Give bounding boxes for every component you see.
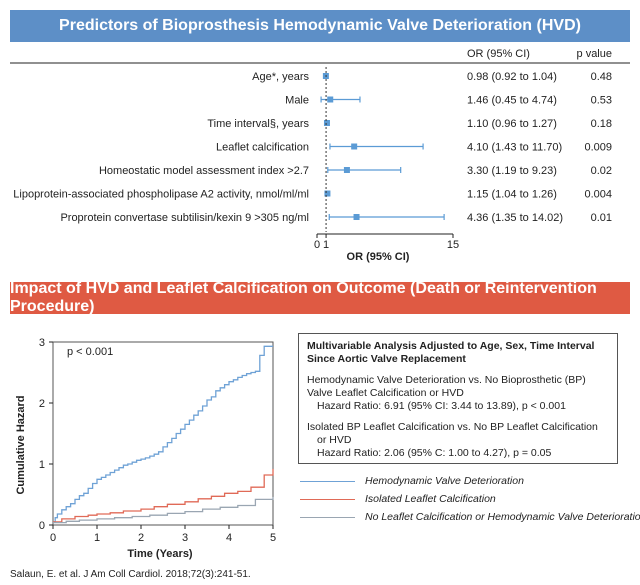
forest-col-p-header: p value: [577, 48, 612, 60]
forest-or-value: 0.98 (0.92 to 1.04): [467, 71, 557, 83]
forest-p-value: 0.02: [591, 165, 612, 177]
legend-item-none: No Leaflet Calcification or Hemodynamic …: [300, 510, 640, 524]
km-series-line-2: [53, 496, 274, 524]
multivariable-analysis-box: Multivariable Analysis Adjusted to Age, …: [298, 333, 618, 464]
km-x-tick-label: 2: [138, 532, 144, 544]
legend-label-hvd: Hemodynamic Valve Deterioration: [365, 475, 524, 487]
km-y-axis-label: Cumulative Hazard: [15, 395, 27, 494]
forest-x-axis-label: OR (95% CI): [347, 251, 410, 263]
km-plot-frame: [52, 341, 274, 526]
legend-swatch-none: [300, 516, 355, 518]
forest-row-label: Lipoprotein-associated phospholipase A2 …: [13, 189, 309, 201]
forest-or-value: 4.36 (1.35 to 14.02): [467, 212, 563, 224]
forest-p-value: 0.004: [584, 189, 612, 201]
analysis-hvd-line1: Hemodynamic Valve Deterioration vs. No B…: [307, 374, 586, 386]
legend-swatch-hvd: [300, 480, 355, 482]
forest-p-value: 0.48: [591, 71, 612, 83]
forest-p-value: 0.53: [591, 95, 612, 107]
km-x-tick-label: 3: [182, 532, 188, 544]
forest-title-banner: Predictors of Bioprosthesis Hemodynamic …: [10, 10, 630, 42]
legend-item-leaflet: Isolated Leaflet Calcification: [300, 492, 496, 506]
km-x-tick-label: 4: [226, 532, 232, 544]
analysis-hvd-hazard-ratio: Hazard Ratio: 6.91 (95% CI: 3.44 to 13.8…: [317, 400, 566, 412]
analysis-title-line1: Multivariable Analysis Adjusted to Age, …: [307, 340, 595, 352]
forest-or-marker: [323, 120, 330, 126]
forest-col-or-header: OR (95% CI): [467, 48, 530, 60]
km-x-axis-label: Time (Years): [127, 548, 193, 560]
forest-or-value: 1.46 (0.45 to 4.74): [467, 95, 557, 107]
km-y-tick-label: 3: [39, 337, 45, 349]
km-series-line-1: [53, 468, 274, 523]
forest-x-tick-label: 0: [314, 239, 320, 251]
km-x-tick-label: 0: [50, 532, 56, 544]
legend-label-none: No Leaflet Calcification or Hemodynamic …: [365, 511, 640, 523]
km-y-tick-label: 0: [39, 520, 45, 532]
forest-row-label: Age*, years: [252, 71, 309, 83]
km-series-line-0: [53, 345, 273, 523]
forest-or-value: 3.30 (1.19 to 9.23): [467, 165, 557, 177]
legend-label-leaflet: Isolated Leaflet Calcification: [365, 493, 496, 505]
forest-title: Predictors of Bioprosthesis Hemodynamic …: [59, 17, 581, 34]
forest-plot: OR (95% CI) p value Age*, years 0.98 (0.9…: [10, 48, 630, 263]
forest-row-label: Proprotein convertase subtilisin/kexin 9…: [60, 212, 309, 224]
outcome-title: Impact of HVD and Leaflet Calcification …: [10, 280, 597, 315]
forest-or-marker: [327, 96, 334, 103]
citation: Salaun, E. et al. J Am Coll Cardiol. 201…: [10, 569, 251, 580]
km-pvalue-annotation: p < 0.001: [67, 346, 113, 358]
forest-or-marker: [343, 167, 350, 173]
forest-or-marker: [353, 214, 360, 220]
analysis-leaflet-line1: Isolated BP Leaflet Calcification vs. No…: [307, 421, 598, 433]
outcome-title-banner: Impact of HVD and Leaflet Calcification …: [10, 280, 630, 315]
forest-p-value: 0.01: [591, 212, 612, 224]
forest-or-value: 1.10 (0.96 to 1.27): [467, 118, 557, 130]
forest-row-label: Male: [285, 95, 309, 107]
forest-p-value: 0.009: [584, 142, 612, 154]
forest-or-value: 4.10 (1.43 to 11.70): [467, 142, 562, 154]
forest-x-tick-label: 15: [447, 239, 459, 251]
forest-or-value: 1.15 (1.04 to 1.26): [467, 189, 557, 201]
analysis-hvd-line2: Valve Leaflet Calcification or HVD: [307, 387, 464, 399]
km-y-tick-label: 2: [39, 398, 45, 410]
forest-x-tick-label: 1: [323, 239, 329, 251]
cumulative-hazard-chart: 0 1 2 3 4 5 0 1 2 3 p < 0.001 Time (Years) Cumula…: [15, 337, 276, 560]
analysis-title-line2: Since Aortic Valve Replacement: [307, 353, 466, 365]
analysis-leaflet-hazard-ratio: Hazard Ratio: 2.06 (95% C: 1.00 to 4.27)…: [317, 447, 552, 459]
forest-row-label: Leaflet calcification: [216, 142, 309, 154]
legend-item-hvd: Hemodynamic Valve Deterioration: [300, 474, 524, 488]
forest-or-marker: [324, 190, 331, 197]
km-y-tick-label: 1: [39, 459, 45, 471]
forest-row-label: Time interval§, years: [207, 118, 309, 130]
forest-or-marker: [351, 143, 358, 150]
legend-swatch-leaflet: [300, 498, 355, 500]
forest-p-value: 0.18: [591, 118, 612, 130]
analysis-leaflet-line2: or HVD: [317, 434, 352, 446]
km-x-tick-label: 5: [270, 532, 276, 544]
km-x-tick-label: 1: [94, 532, 100, 544]
forest-row-label: Homeostatic model assessment index >2.7: [99, 165, 309, 177]
